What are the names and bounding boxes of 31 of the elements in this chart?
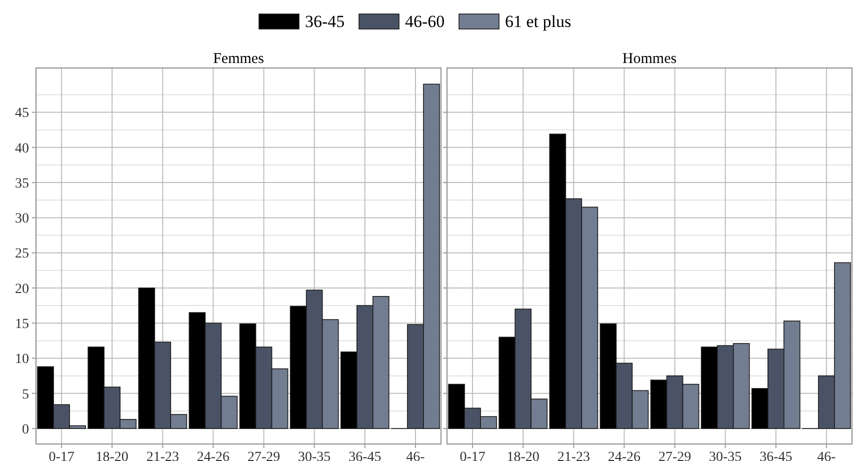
y-tick-label: 5 <box>22 387 29 402</box>
legend-label: 46-60 <box>405 12 445 31</box>
y-tick-label: 20 <box>15 282 29 297</box>
y-tick-label: 35 <box>15 176 29 192</box>
chart-title: Femmes <box>213 51 264 67</box>
x-tick-label: 46- <box>817 450 836 461</box>
x-tick-label: 21-23 <box>557 450 590 461</box>
y-tick-label: 40 <box>15 141 29 156</box>
x-tick-label: 30-35 <box>709 450 742 461</box>
x-tick-label: 18-20 <box>96 450 128 461</box>
x-tick-label: 0-17 <box>48 450 74 461</box>
x-tick-label: 46- <box>406 450 426 461</box>
y-tick-label: 30 <box>15 212 29 227</box>
x-tick-label: 36-45 <box>760 450 792 461</box>
x-tick-label: 24-26 <box>196 450 230 461</box>
x-tick-label: 18-20 <box>506 450 540 461</box>
y-tick-label: 0 <box>22 422 29 438</box>
y-tick-label: 15 <box>15 317 29 332</box>
legend-label: 36-45 <box>305 12 345 31</box>
x-tick-label: 36-45 <box>348 450 382 461</box>
x-tick-label: 27-29 <box>658 450 692 461</box>
x-tick-label: 27-29 <box>247 450 280 461</box>
legend-label: 61 et plus <box>505 12 572 31</box>
y-tick-label: 25 <box>15 246 29 262</box>
x-tick-label: 24-26 <box>608 450 641 461</box>
chart-title: Hommes <box>622 51 677 67</box>
x-tick-label: 21-23 <box>146 450 179 461</box>
y-tick-label: 45 <box>15 106 29 122</box>
y-tick-label: 10 <box>15 352 29 368</box>
x-tick-label: 0-17 <box>460 450 486 461</box>
x-tick-label: 30-35 <box>298 450 331 461</box>
